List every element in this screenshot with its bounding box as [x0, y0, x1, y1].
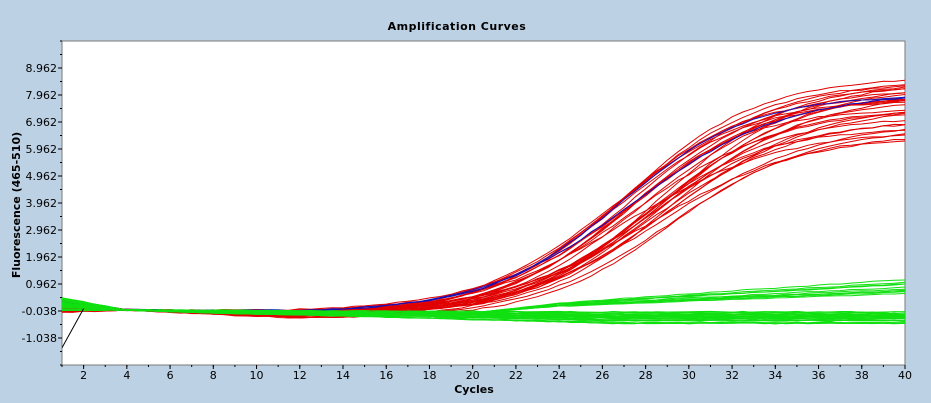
x-tick-label: 8 — [210, 369, 217, 382]
y-tick-label: -0.038 — [22, 305, 57, 318]
x-tick-label: 20 — [466, 369, 480, 382]
x-tick-label: 38 — [855, 369, 869, 382]
y-axis-label: Fluorescence (465-510) — [10, 132, 23, 278]
x-tick-label: 32 — [725, 369, 739, 382]
x-tick-label: 40 — [898, 369, 912, 382]
curve-negative_flat — [62, 305, 905, 319]
y-tick-label: 7.962 — [26, 89, 58, 102]
x-tick-label: 24 — [552, 369, 566, 382]
y-tick-label: 1.962 — [26, 251, 58, 264]
x-tick-label: 10 — [250, 369, 264, 382]
y-tick-label: -1.038 — [22, 332, 57, 345]
x-tick-label: 30 — [682, 369, 696, 382]
y-tick-label: 4.962 — [26, 170, 58, 183]
x-tick-label: 28 — [639, 369, 653, 382]
x-tick-label: 34 — [768, 369, 782, 382]
x-tick-label: 18 — [422, 369, 436, 382]
y-tick-label: 6.962 — [26, 116, 58, 129]
x-tick-label: 2 — [80, 369, 87, 382]
x-tick-label: 16 — [379, 369, 393, 382]
y-tick-label: 8.962 — [26, 62, 58, 75]
x-tick-label: 14 — [336, 369, 350, 382]
curves-layer — [62, 79, 905, 349]
y-tick-label: 0.962 — [26, 278, 58, 291]
x-tick-label: 4 — [123, 369, 130, 382]
x-axis-label: Cycles — [454, 383, 494, 396]
x-tick-label: 36 — [812, 369, 826, 382]
y-tick-label: 2.962 — [26, 224, 58, 237]
x-tick-label: 22 — [509, 369, 523, 382]
curve-artifact — [62, 308, 85, 349]
y-tick-label: 3.962 — [26, 197, 58, 210]
x-tick-label: 6 — [167, 369, 174, 382]
chart-title: Amplification Curves — [388, 20, 527, 33]
x-axis: 2 4 6 8 10 12 14 16 18 20 22 24 26 28 30 32 34 36 38 40 — [61, 365, 912, 382]
curve-negative_rising — [62, 290, 905, 316]
x-tick-label: 26 — [595, 369, 609, 382]
curve-amplified — [62, 92, 905, 318]
x-tick-label: 12 — [293, 369, 307, 382]
y-tick-label: 5.962 — [26, 143, 58, 156]
y-axis: -1.038 -0.038 0.962 1.962 2.962 3.962 4.962 5.9… — [22, 40, 62, 366]
